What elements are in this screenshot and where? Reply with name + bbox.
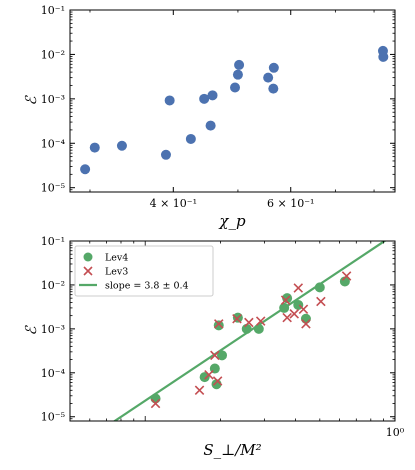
data-point (164, 95, 175, 106)
legend-circle-icon (83, 252, 93, 262)
y-tick-label: 10⁻¹ (41, 4, 65, 17)
data-point-cross (282, 312, 292, 323)
plot-area (80, 45, 389, 175)
data-point-cross (316, 296, 326, 307)
legend-label: Lev4 (105, 253, 128, 264)
legend-cross-icon (83, 266, 93, 276)
data-point (339, 276, 350, 287)
data-point-cross (244, 317, 254, 328)
x-tick-label: 4 × 10⁻¹ (150, 197, 197, 210)
legend-label: slope = 3.8 ± 0.4 (105, 281, 189, 292)
data-point (263, 72, 274, 83)
y-tick-label: 10⁻³ (41, 323, 65, 336)
data-point-cross (255, 316, 266, 326)
data-point (234, 59, 245, 70)
top-panel: 10⁻⁵ 10⁻⁴ 10⁻³ 10⁻² 10⁻¹ 4 × 10⁻¹ 6 × 10⁻¹ ℰχ_p (22, 4, 396, 230)
data-point-cross (213, 319, 224, 329)
data-point (230, 82, 241, 93)
data-point-cross (289, 309, 299, 319)
data-point (160, 149, 171, 160)
data-point-cross (298, 304, 309, 314)
data-point (217, 350, 228, 361)
data-point (116, 140, 127, 151)
data-point (300, 313, 311, 324)
x-axis-label: χ_p (218, 212, 246, 230)
data-point-cross (210, 350, 220, 361)
data-point-cross (293, 283, 304, 293)
data-point (268, 83, 279, 94)
legend: Lev4 Lev3 slope = 3.8 ± 0.4 (74, 245, 214, 297)
y-axis-label: ℰ (22, 95, 40, 106)
plot-area (112, 241, 387, 421)
data-point (199, 93, 210, 104)
data-point (150, 393, 161, 404)
y-tick-label: 10⁻⁵ (41, 182, 65, 195)
y-tick-label: 10⁻⁴ (41, 137, 66, 150)
data-point-cross (301, 319, 311, 329)
y-tick-label: 10⁻⁵ (41, 411, 65, 424)
data-point (232, 69, 243, 80)
y-axis-label: ℰ (22, 325, 40, 336)
data-point-cross (204, 370, 214, 380)
data-point-cross (212, 376, 223, 386)
data-point (80, 164, 91, 175)
legend-label: Lev3 (105, 267, 128, 278)
data-point (199, 372, 210, 383)
data-point (279, 302, 290, 313)
fit-line (112, 241, 387, 421)
data-point (253, 323, 264, 334)
data-point-cross (194, 385, 205, 396)
axes-frame (69, 9, 396, 193)
data-point (241, 323, 252, 334)
data-point (378, 51, 389, 62)
data-point-cross (280, 295, 291, 305)
data-point-cross (150, 398, 161, 409)
y-tick-label: 10⁻² (41, 48, 65, 61)
x-axis-label: S_⊥/M² (203, 441, 261, 459)
legend-box (74, 245, 214, 297)
data-point (268, 62, 279, 73)
data-point (207, 90, 218, 101)
data-point-cross (232, 313, 242, 324)
data-point (213, 320, 224, 331)
y-tick-label: 10⁻³ (41, 93, 65, 106)
y-tick-label: 10⁻⁴ (41, 367, 66, 380)
data-point (89, 142, 100, 153)
data-point-cross (341, 271, 352, 281)
bottom-panel: 10⁻⁵ 10⁻⁴ 10⁻³ 10⁻² 10⁻¹ 10⁰ ℰ S_⊥/M² Lev4 Lev3 sl… (22, 235, 405, 459)
x-tick-label: 6 × 10⁻¹ (267, 197, 314, 210)
y-tick-label: 10⁻² (41, 279, 65, 292)
x-tick-label: 10⁰ (386, 426, 405, 439)
y-tick-label: 10⁻¹ (41, 235, 65, 248)
data-point (314, 282, 325, 293)
data-point (185, 133, 196, 144)
data-point (205, 120, 216, 131)
